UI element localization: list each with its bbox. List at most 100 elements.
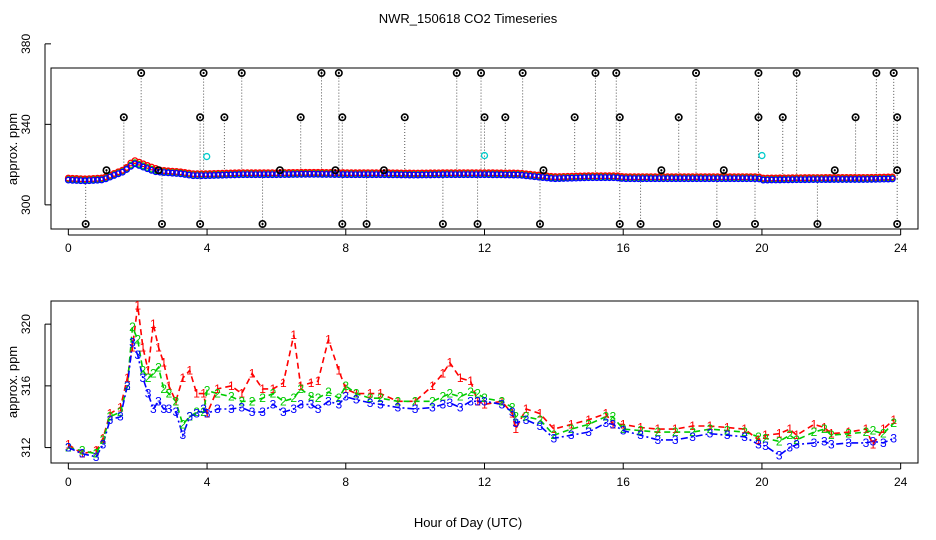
series-1-marker: 1 (603, 407, 610, 421)
flag-mid-marker-center (618, 116, 621, 119)
series-1-marker: 1 (200, 387, 207, 401)
series-1-marker: 1 (551, 422, 558, 436)
series-3-marker: 3 (145, 387, 152, 401)
series-1-marker: 1 (100, 431, 107, 445)
series-2-marker: 2 (429, 394, 436, 408)
series-2-marker: 2 (821, 422, 828, 436)
top-series-3-point (231, 171, 239, 179)
flag-mid-marker-center (299, 116, 302, 119)
series-2-marker: 2 (457, 390, 464, 404)
top-series-3-point (830, 176, 838, 183)
series-3-marker: 3 (124, 379, 131, 393)
top-series-3-point (526, 172, 534, 180)
flag-mid-marker (220, 113, 229, 122)
series-1-marker: 1 (65, 437, 72, 451)
flag-near-marker (331, 166, 340, 175)
series-3-marker: 3 (637, 428, 644, 442)
series-2-marker: 2 (150, 367, 157, 381)
y-tick-label: 340 (19, 114, 33, 134)
flag-mid-marker-center (341, 116, 344, 119)
top-series-3-point (476, 171, 484, 179)
series-2-marker: 2 (481, 391, 488, 405)
series-1-marker: 1 (214, 382, 221, 396)
series-1-marker: 1 (290, 328, 297, 342)
series-1-marker: 1 (509, 407, 516, 421)
series-3-marker: 3 (412, 402, 419, 416)
top-series-3-point (148, 166, 156, 174)
top-series-3-point (252, 171, 260, 179)
top-series-3-point (626, 175, 634, 183)
top-series-3-point (189, 172, 197, 180)
series-2-marker: 2 (315, 391, 322, 405)
top-series-3-point (77, 177, 85, 185)
top-series-3-point (227, 171, 235, 179)
series-1-marker: 1 (707, 419, 714, 433)
top-series-3-point (876, 175, 884, 183)
top-y-axis: 300 340 380 (19, 34, 51, 215)
flag-near-marker-center (660, 169, 663, 172)
top-series-3-point (110, 171, 118, 179)
series-3-marker: 3 (200, 402, 207, 416)
series-1-marker: 1 (134, 299, 141, 313)
series-1-marker: 1 (193, 387, 200, 401)
series-2-marker: 2 (166, 387, 173, 401)
top-series-3-point (759, 176, 767, 184)
top-series-3-point (322, 170, 330, 178)
series-2-marker: 2 (353, 387, 360, 401)
flag-low-marker (362, 220, 371, 229)
series-3-marker: 3 (585, 425, 592, 439)
series-2-marker: 2 (870, 424, 877, 438)
flag-mid-marker-center (223, 116, 226, 119)
top-panel-marks (64, 69, 902, 229)
top-series-3-point (98, 176, 106, 184)
flag-low-marker-center (753, 222, 757, 226)
top-series-3-point (360, 171, 368, 179)
top-series-3-point (497, 171, 505, 179)
top-series-3-point (64, 176, 72, 184)
series-3-marker: 3 (870, 434, 877, 448)
series-2-marker: 2 (377, 391, 384, 405)
flag-near-marker-center (105, 169, 108, 172)
series-3-marker: 3 (353, 393, 360, 407)
series-2-marker: 2 (134, 333, 141, 347)
series-3-marker: 3 (290, 402, 297, 416)
y-tick-label: 320 (19, 314, 33, 334)
top-series-3-point (888, 175, 896, 183)
bottom-x-axis: 0 4 8 12 16 20 24 (65, 463, 908, 489)
series-2-marker: 2 (367, 391, 374, 405)
flag-low-marker (81, 220, 90, 229)
top-series-3-point (139, 163, 147, 171)
top-series-3-point (94, 176, 101, 184)
series-2-marker: 2 (585, 417, 592, 431)
top-series-3-point (755, 175, 763, 183)
series-1-marker: 1 (568, 417, 575, 431)
series-1-marker: 1 (325, 333, 332, 347)
flag-low-marker-center (538, 222, 542, 226)
top-series-3-point (793, 176, 801, 184)
top-series-3-point (185, 171, 193, 179)
series-2-marker: 2 (297, 382, 304, 396)
top-series-3-point (530, 173, 538, 181)
series-1-marker: 1 (249, 367, 256, 381)
series-1-marker: 1 (204, 407, 211, 421)
top-series-3-point (114, 170, 122, 178)
flag-near-marker-center (334, 169, 337, 172)
series-3-marker: 3 (537, 419, 544, 433)
series-1-marker: 1 (353, 387, 360, 401)
series-2-marker: 2 (863, 425, 870, 439)
flag-low-marker-center (618, 222, 621, 226)
series-2-marker: 2 (741, 425, 748, 439)
flag-low-marker-center (199, 222, 202, 226)
top-series-3-point (218, 171, 226, 179)
flag-high-marker (872, 69, 881, 78)
series-3-marker: 3 (308, 397, 315, 411)
top-series-3-point (302, 170, 310, 178)
series-2-marker: 2 (603, 410, 610, 424)
top-series-3-point (597, 174, 605, 182)
flag-mid-marker (338, 113, 347, 122)
series-1-marker: 1 (786, 422, 793, 436)
series-1-marker: 1 (537, 407, 544, 421)
flag-low-marker (535, 220, 544, 229)
flag-near-marker-center (833, 169, 836, 172)
